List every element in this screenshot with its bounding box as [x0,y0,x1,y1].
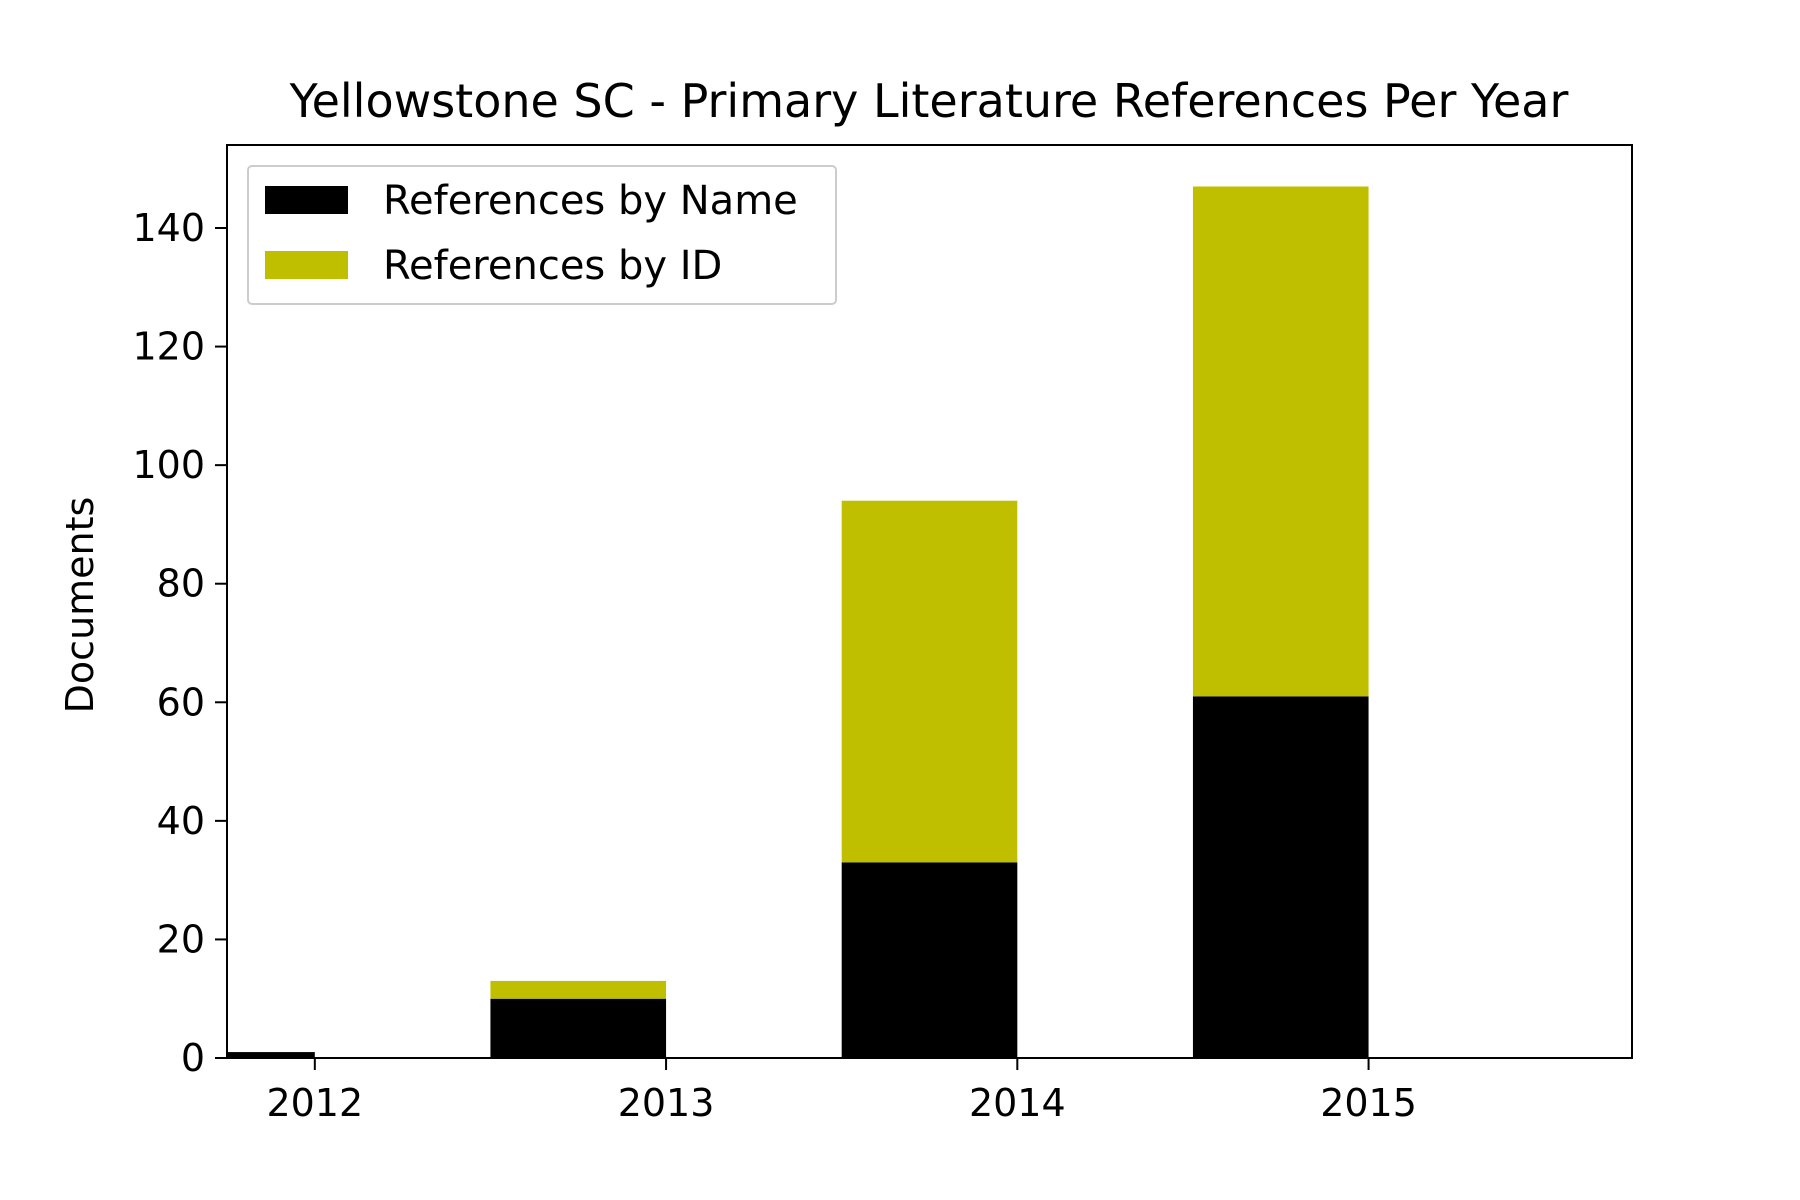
bar-by-name-2012 [227,1052,315,1058]
y-tick-label: 120 [132,325,205,369]
legend-swatch-name [265,186,348,214]
bar-by-name-2013 [490,998,667,1058]
y-tick-label: 100 [132,443,205,487]
bar-by-name-2014 [841,862,1018,1058]
y-tick-label: 80 [157,562,205,606]
y-tick-label: 140 [132,206,205,250]
x-tick-label: 2014 [969,1081,1066,1125]
bar-by-id-2015 [1192,186,1369,697]
legend-label-id: References by ID [383,243,722,289]
chart-title: Yellowstone SC - Primary Literature Refe… [289,74,1569,128]
bars-layer [227,186,1369,1058]
x-axis: 2012 2013 2014 2015 [266,1058,1417,1125]
bar-by-name-2015 [1192,696,1369,1058]
legend-box [247,165,837,305]
legend: References by Name References by ID [247,165,837,305]
y-tick-label: 0 [181,1036,205,1080]
bar-by-id-2013 [490,980,667,999]
plot-frame [226,144,1633,1059]
legend-label-name: References by Name [383,178,798,224]
x-tick-label: 2013 [618,1081,715,1125]
y-tick-label: 40 [157,799,205,843]
y-axis: 0 20 40 60 80 100 120 140 [132,206,227,1080]
x-tick-label: 2012 [266,1081,363,1125]
bar-by-id-2014 [841,500,1018,863]
y-tick-label: 20 [157,917,205,961]
legend-swatch-id [265,251,348,279]
y-tick-label: 60 [157,680,205,724]
x-tick-label: 2015 [1320,1081,1417,1125]
y-axis-label: Documents [58,497,102,714]
